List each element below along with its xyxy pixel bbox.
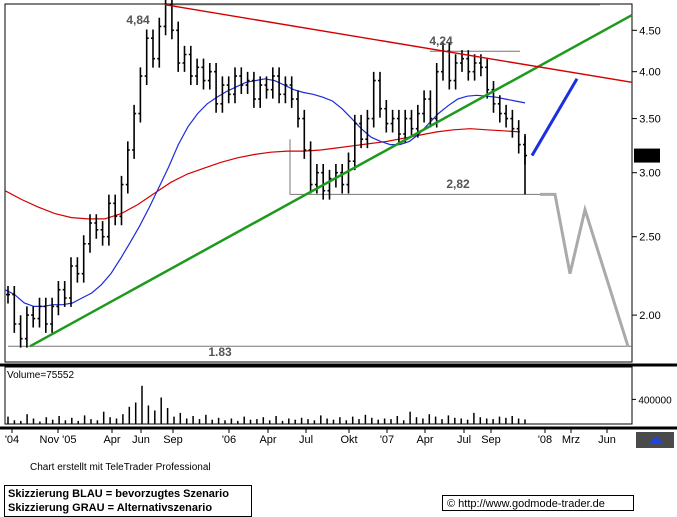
x-tick-label: Apr (259, 434, 276, 446)
y-tick-label: 2.50 (639, 232, 660, 244)
x-tick-label: Mrz (562, 434, 580, 446)
volume-label: Volume=75552 (7, 370, 74, 381)
grey-scenario-line (540, 192, 630, 347)
x-tick-label: Jul (299, 434, 313, 446)
y-tick-label: 3.50 (639, 114, 660, 126)
last-price-tag (634, 148, 660, 163)
chart-credit: Chart erstellt mit TeleTrader Profession… (30, 462, 211, 473)
price-frame (4, 3, 633, 363)
downtrend-line (164, 4, 633, 84)
x-tick-label: '04 (5, 434, 19, 446)
legend-grey-scenario: Skizzierung GRAU = Alternativszenario (8, 502, 213, 514)
x-tick-label: Sep (163, 434, 183, 446)
annotation-label: 2,82 (446, 177, 470, 191)
axis-layer: 2.00 2.50 3.00 3.50 4.00 4.50 '04 Nov '05 Apr Jun… (5, 25, 674, 448)
moving-average-200 (4, 128, 521, 220)
x-tick-label: '06 (222, 434, 236, 446)
uptrend-line (29, 13, 633, 348)
annotation-label: 4,84 (126, 13, 150, 27)
y-tick-label: 3.00 (639, 168, 660, 180)
annotation-label: 4,24 (429, 34, 453, 48)
volume-panel: Volume=75552 400000 (4, 366, 672, 425)
x-tick-label: Nov '05 (40, 434, 77, 446)
legend-blue-scenario: Skizzierung BLAU = bevorzugtes Szenario (8, 488, 229, 500)
source-url: © http://www.godmode-trader.de (442, 495, 634, 511)
blue-scenario-line (530, 78, 579, 157)
scenario-legend: Skizzierung BLAU = bevorzugtes Szenario … (4, 485, 252, 517)
x-tick-label: Jun (132, 434, 150, 446)
x-tick-label: Okt (340, 434, 357, 446)
price-panel: 4,84 4,24 2,82 1.83 (0, 0, 677, 430)
moving-average-38 (4, 78, 526, 307)
volume-frame (4, 366, 633, 425)
x-tick-label: Apr (416, 434, 433, 446)
x-tick-label: Jun (598, 434, 616, 446)
chart-tool-icon (648, 436, 664, 444)
last-price-label: 3.15 (637, 152, 657, 163)
x-tick-label: Apr (103, 434, 120, 446)
y-tick-label: 4.50 (639, 25, 660, 37)
x-tick-label: Jul (457, 434, 471, 446)
x-tick-label: Sep (481, 434, 501, 446)
y-tick-label: 2.00 (639, 310, 660, 322)
x-tick-label: '07 (380, 434, 394, 446)
price-bars (6, 0, 527, 348)
annotation-label: 1.83 (208, 345, 232, 359)
volume-tick-label: 400000 (638, 395, 672, 406)
x-tick-label: '08 (538, 434, 552, 446)
y-tick-label: 4.00 (639, 67, 660, 79)
